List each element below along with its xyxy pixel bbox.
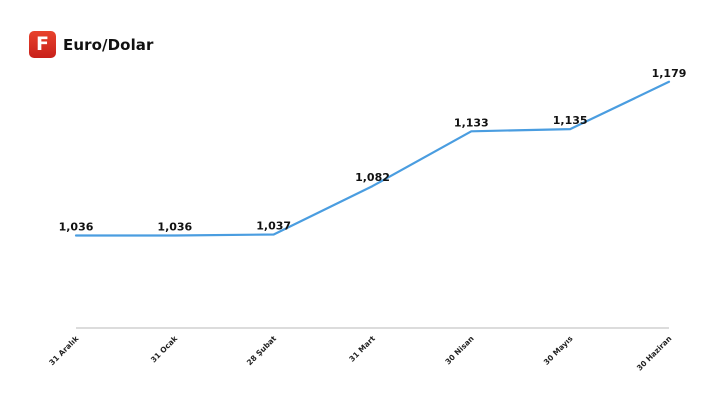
series-line	[74, 80, 671, 237]
x-tick-label: 30 Nisan	[443, 334, 475, 366]
x-tick-label: 31 Mart	[347, 334, 377, 364]
data-label: 1,133	[454, 116, 489, 129]
logo-letter: F	[36, 33, 49, 55]
x-tick-label: 31 Aralık	[47, 333, 81, 367]
x-tick-labels: 31 Aralık 31 Ocak 28 Şubat 31 Mart 30 Nisan 3…	[47, 333, 673, 372]
data-label: 1,135	[553, 114, 588, 127]
data-label: 1,082	[355, 171, 390, 184]
chart-header: F Euro/Dolar	[29, 31, 154, 58]
data-label: 1,179	[652, 67, 687, 80]
data-labels: 1,036 1,036 1,037 1,082 1,133 1,135 1,179	[59, 67, 687, 234]
x-tick-label: 30 Haziran	[635, 334, 673, 372]
data-label: 1,036	[59, 221, 94, 234]
brand-logo-icon: F	[29, 31, 56, 58]
x-tick-label: 30 Mayıs	[542, 334, 575, 367]
x-tick-label: 28 Şubat	[245, 334, 278, 367]
data-label: 1,037	[256, 219, 291, 232]
chart-title: Euro/Dolar	[63, 35, 154, 54]
x-tick-label: 31 Ocak	[149, 333, 180, 364]
data-label: 1,036	[157, 221, 192, 234]
